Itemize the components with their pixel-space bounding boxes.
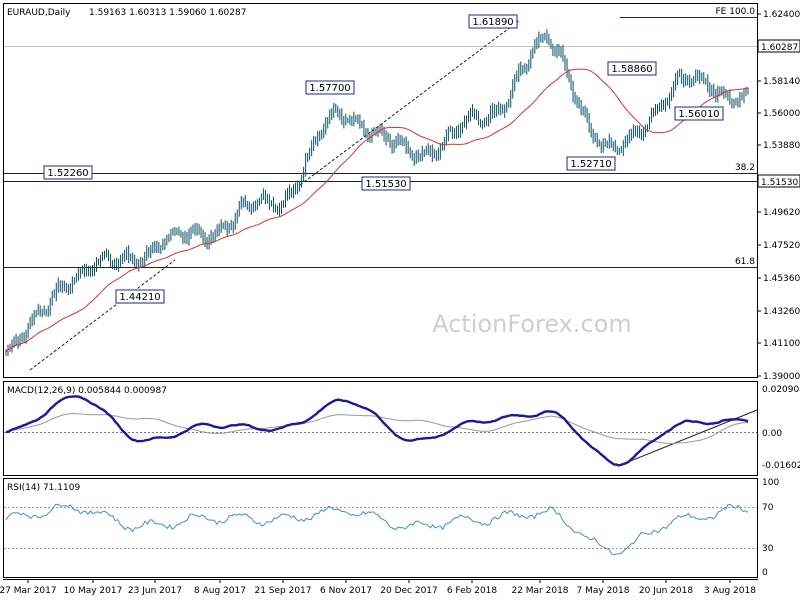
- annotation-box: [566, 156, 616, 171]
- date-tick-label: 10 May 2017: [64, 586, 123, 596]
- price-tick-label: 1.47520: [763, 241, 800, 251]
- annotation-label: 1.52260: [47, 168, 88, 179]
- current-price-label: 1.60287: [761, 43, 798, 53]
- symbol-label: EURAUD,Daily: [7, 8, 71, 18]
- annotation-label: 1.57700: [309, 83, 350, 94]
- price-tick-label: 1.56000: [763, 109, 800, 119]
- rsi-tick-label: 100: [762, 478, 779, 488]
- annotation-label: 1.61890: [472, 17, 513, 28]
- macd-tick-label: -0.016023: [762, 461, 800, 471]
- annotation-label: 1.51530: [365, 179, 406, 190]
- annotation-box: [43, 165, 93, 180]
- date-tick-label: 20 Jun 2018: [639, 586, 693, 596]
- annotation-label: 1.44210: [119, 292, 160, 303]
- price-tick-label: 1.39000: [763, 372, 800, 382]
- price-tick-label: 1.43260: [763, 307, 800, 317]
- date-tick-label: 23 Jun 2017: [128, 586, 182, 596]
- macd-signal-line: [5, 412, 749, 444]
- macd-tick-label: 0.00: [762, 429, 782, 439]
- marked-price-box: [757, 174, 800, 188]
- annotation-box: [115, 289, 165, 304]
- rsi-title: RSI(14) 71.1109: [7, 483, 80, 493]
- date-tick-label: 27 Mar 2017: [0, 586, 57, 596]
- rsi-panel-frame: [3, 478, 758, 578]
- date-tick-label: 6 Feb 2018: [447, 586, 498, 596]
- rsi-tick-label: 0: [762, 568, 768, 578]
- price-tick-label: 1.62400: [763, 10, 800, 20]
- price-bars: [5, 29, 749, 356]
- fib-61-label: 61.8: [735, 257, 755, 267]
- annotation-box: [305, 80, 355, 95]
- current-price-box: [757, 39, 800, 53]
- macd-title: MACD(12,26,9) 0.005844 0.000987: [7, 386, 167, 396]
- channel-upper-line: [299, 19, 521, 186]
- fe100-label: FE 100.0: [716, 7, 756, 17]
- rsi-axis: 100 70 30 0: [762, 478, 779, 578]
- ohlc-values: 1.59163 1.60313 1.59060 1.60287: [89, 8, 246, 18]
- date-tick-label: 8 Aug 2017: [194, 586, 246, 596]
- date-tick-label: 22 Mar 2018: [511, 586, 568, 596]
- date-axis: 27 Mar 2017 10 May 2017 23 Jun 2017 8 Aug 2…: [0, 579, 756, 596]
- annotation-box: [468, 14, 518, 29]
- watermark-text: ActionForex.com: [432, 310, 632, 338]
- fib-38-label: 38.2: [735, 163, 755, 173]
- date-tick-label: 3 Aug 2018: [704, 586, 756, 596]
- annotation-label: 1.56010: [678, 109, 719, 120]
- date-tick-label: 7 May 2018: [577, 586, 630, 596]
- date-tick-label: 20 Dec 2017: [380, 586, 438, 596]
- price-tick-label: 1.41100: [763, 339, 800, 349]
- date-tick-label: 21 Sep 2017: [254, 586, 311, 596]
- macd-panel-frame: [3, 381, 758, 476]
- moving-average-line: [5, 68, 749, 353]
- macd-axis: 0.020904 0.00 -0.016023: [762, 385, 800, 471]
- rsi-tick-label: 70: [762, 503, 774, 513]
- annotation-label: 1.52710: [570, 159, 611, 170]
- price-panel-frame: [3, 3, 758, 378]
- annotation-label: 1.58860: [611, 64, 652, 75]
- price-tick-label: 1.45360: [763, 274, 800, 284]
- macd-main-line: [5, 395, 749, 467]
- date-tick-label: 6 Nov 2017: [320, 586, 372, 596]
- price-annotations: 1.52260 1.44210 1.57700 1.51530 1.61890 1.527…: [43, 14, 724, 304]
- price-tick-label: 1.53880: [763, 141, 800, 151]
- price-tick-label: 1.49620: [763, 208, 800, 218]
- channel-lower-line: [29, 259, 176, 371]
- macd-tick-label: 0.020904: [762, 385, 800, 395]
- rsi-line: [5, 503, 749, 556]
- rsi-tick-label: 30: [762, 544, 774, 554]
- annotation-box: [361, 176, 411, 191]
- price-axis: 1.62400 1.58140 1.56000 1.53880 1.49620 1.475…: [757, 10, 800, 382]
- annotation-box: [674, 106, 724, 121]
- price-tick-label: 1.58140: [763, 77, 800, 87]
- annotation-box: [607, 61, 657, 76]
- marked-price-label: 1.51530: [761, 178, 798, 188]
